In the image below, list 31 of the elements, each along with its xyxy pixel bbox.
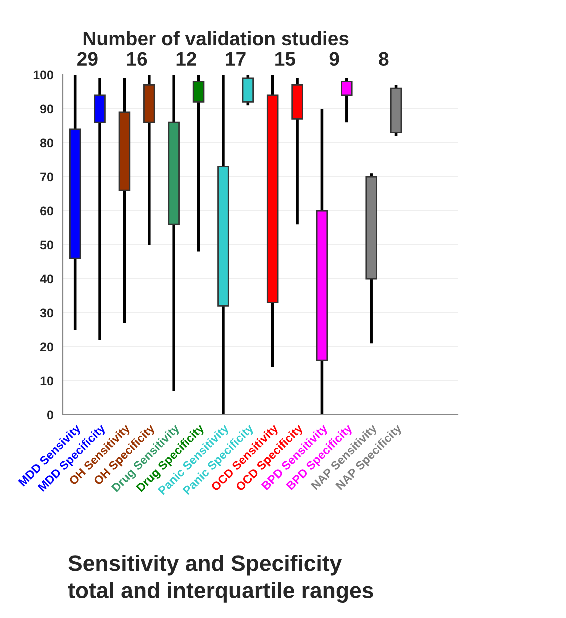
y-tick-label: 60 bbox=[40, 206, 54, 216]
candlestick bbox=[266, 75, 279, 369]
candlestick bbox=[118, 77, 131, 325]
y-tick-label: 70 bbox=[40, 172, 54, 182]
text: 12 bbox=[176, 52, 196, 66]
candlestick bbox=[218, 75, 230, 415]
y-tick-label: 30 bbox=[40, 308, 54, 318]
text: 16 bbox=[127, 52, 148, 66]
candlestick bbox=[192, 75, 205, 254]
candlestick bbox=[168, 75, 180, 393]
y-tick-label: 80 bbox=[40, 138, 54, 148]
text: 29 bbox=[78, 52, 98, 66]
text: Number of validation studies bbox=[84, 31, 349, 46]
text: 15 bbox=[276, 52, 296, 66]
y-tick-label: 40 bbox=[40, 274, 54, 284]
y-tick-label: 10 bbox=[40, 376, 54, 386]
text: 17 bbox=[226, 52, 246, 66]
candlestick bbox=[144, 75, 156, 246]
candlestick bbox=[316, 108, 328, 415]
candlestick bbox=[69, 75, 82, 332]
text: 8 bbox=[379, 52, 389, 66]
candlestick bbox=[94, 77, 106, 342]
y-tick-label: 20 bbox=[40, 342, 54, 352]
y-tick-label: 100 bbox=[34, 70, 54, 80]
text: Sensitivity and Specificity total and interquartile ranges bbox=[68, 555, 374, 603]
text: 9 bbox=[330, 52, 340, 66]
y-tick-label: 50 bbox=[40, 240, 54, 250]
y-tick-label: 90 bbox=[40, 104, 54, 114]
candlestick bbox=[292, 77, 304, 226]
candlestick bbox=[366, 172, 378, 345]
y-tick-label: 0 bbox=[48, 410, 54, 420]
